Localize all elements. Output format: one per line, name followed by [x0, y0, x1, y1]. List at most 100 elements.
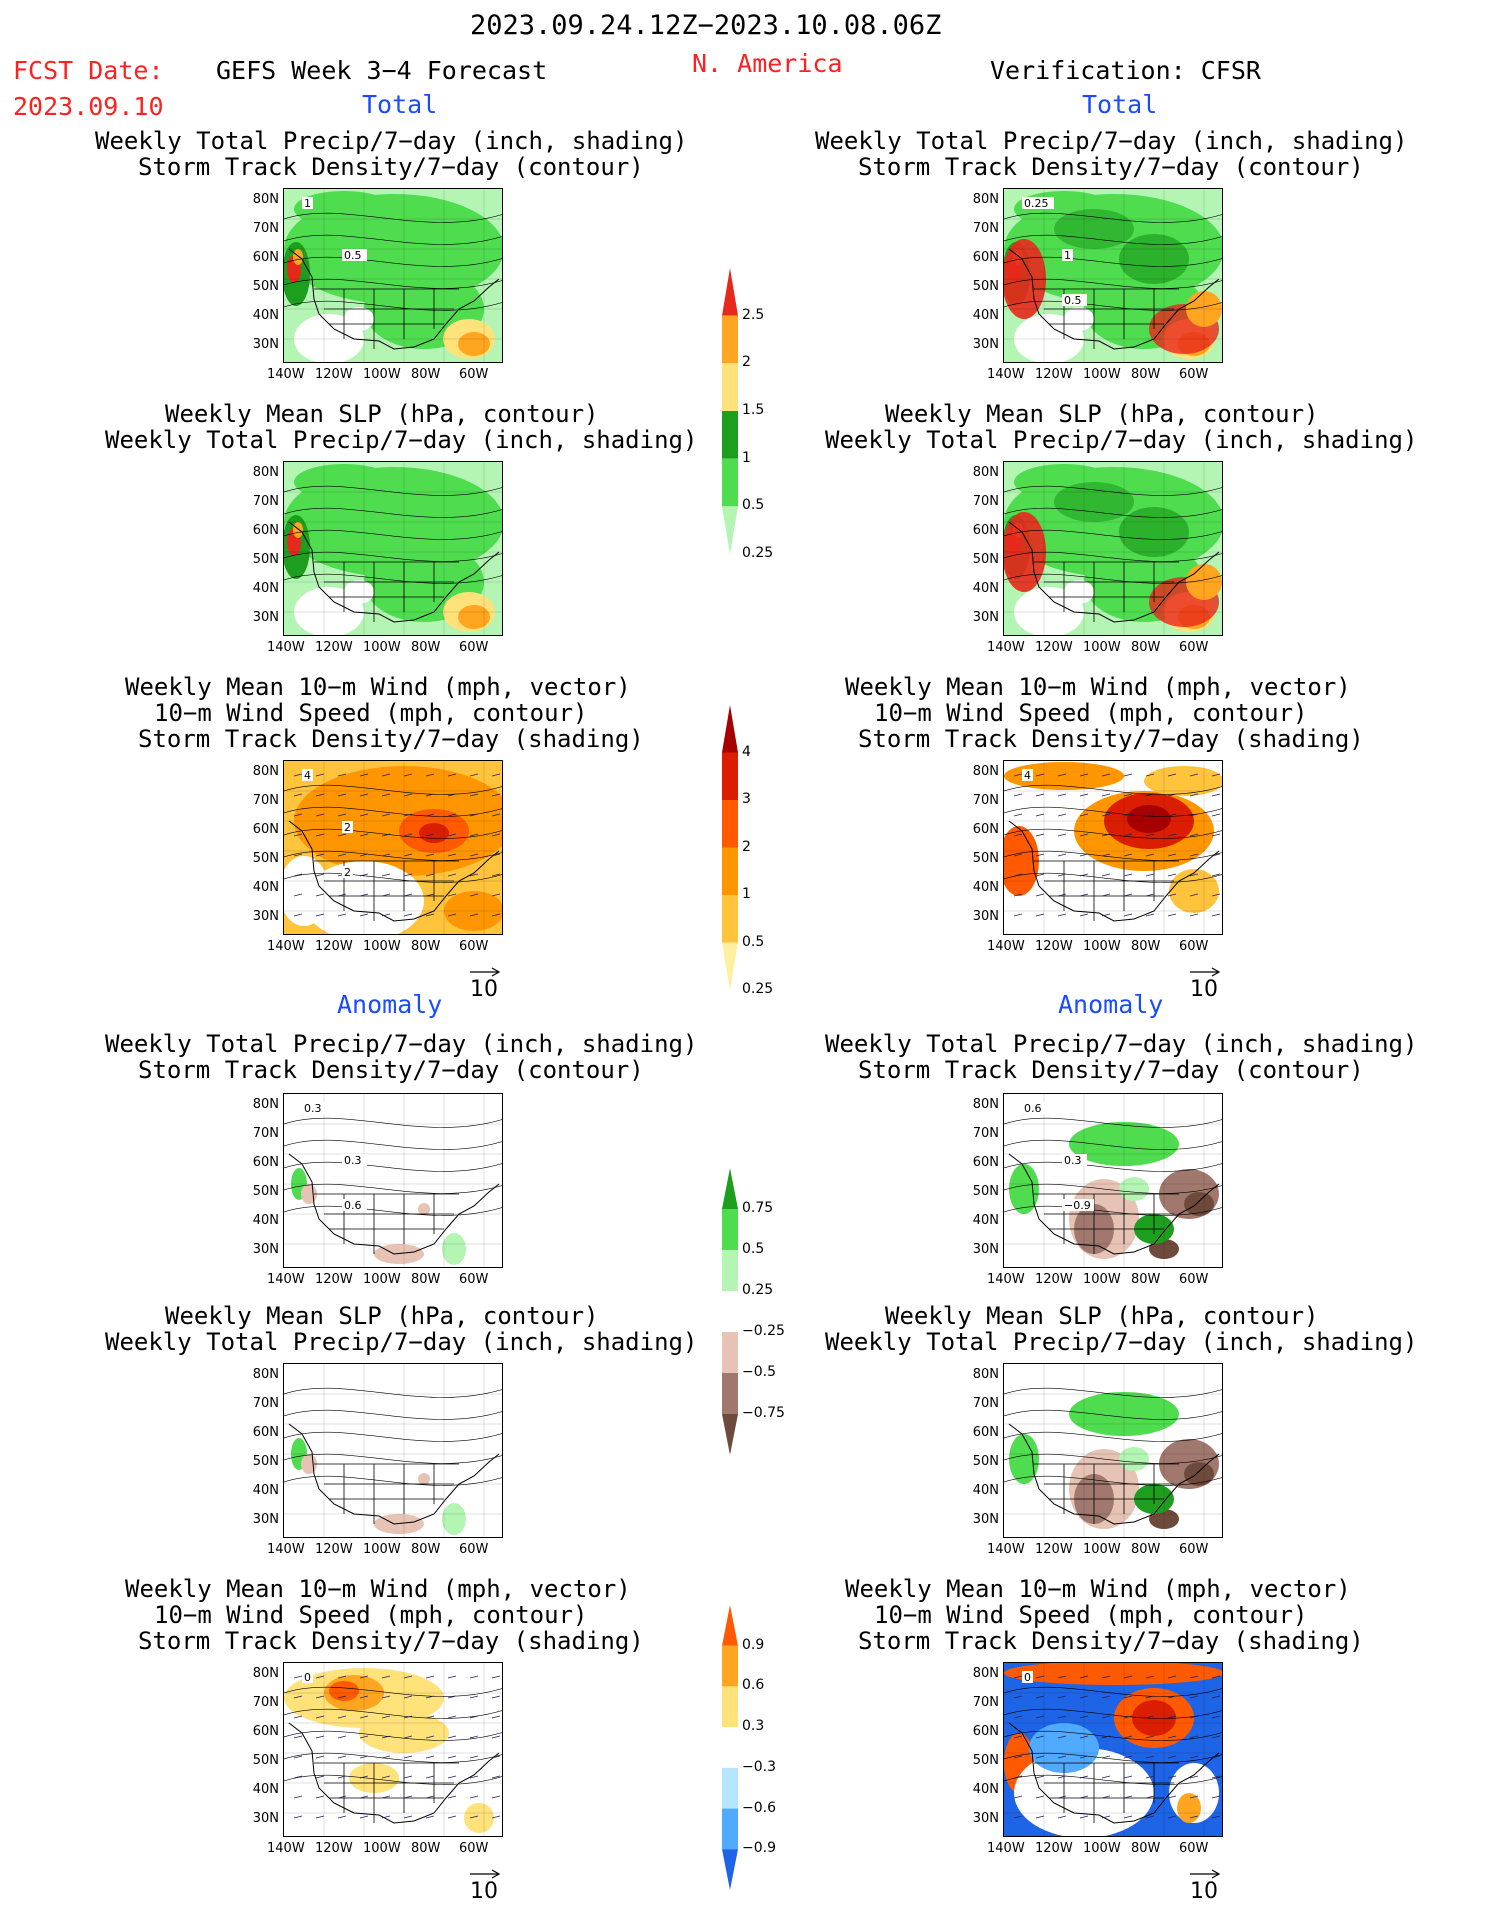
lon-label: 80W	[1131, 1272, 1161, 1287]
colorbar-track_anom-label: −0.3	[742, 1758, 776, 1775]
reference-vector-label: 10	[470, 1879, 498, 1904]
lat-label: 40N	[972, 581, 999, 596]
lat-label: 30N	[972, 610, 999, 625]
lon-label: 100W	[363, 640, 401, 655]
lon-label: 140W	[987, 1542, 1025, 1557]
colorbar-precip_total-label: 2	[742, 354, 751, 371]
lat-label: 50N	[972, 1184, 999, 1199]
lat-label: 40N	[252, 1483, 279, 1498]
lat-label: 40N	[252, 880, 279, 895]
lon-label: 140W	[267, 939, 305, 954]
colorbar-track_total-label: 4	[742, 743, 751, 760]
colorbar-precip_total-label: 0.25	[742, 545, 774, 561]
lon-label: 120W	[1035, 1272, 1073, 1287]
map-panel-l4: 0.3 0.3 0.6	[283, 1093, 503, 1268]
region-title: N. America	[692, 49, 843, 78]
section-anomaly-right: Anomaly	[1058, 990, 1164, 1019]
colorbar-precip_total-segment	[722, 411, 738, 459]
lat-label: 40N	[972, 308, 999, 323]
section-total-right: Total	[1082, 90, 1158, 119]
lon-label: 100W	[363, 1542, 401, 1557]
colorbar-precip_anom-segment	[722, 1373, 738, 1414]
lat-label: 50N	[252, 279, 279, 294]
lat-label: 80N	[972, 1666, 999, 1681]
contour-label: 2	[344, 866, 351, 879]
colorbar-track_anom-label: −0.9	[742, 1840, 776, 1857]
lon-label: 60W	[1179, 1272, 1209, 1287]
colorbar-track_anom-segment	[722, 1605, 738, 1646]
colorbar-track_total-segment	[722, 895, 738, 943]
lat-label: 60N	[972, 822, 999, 837]
colorbar-precip_anom-label: −0.75	[742, 1405, 785, 1421]
map-r4-field: 0.6 0.3 −0.9	[1004, 1094, 1222, 1267]
lat-label: 80N	[972, 1097, 999, 1112]
reference-vector-arrow	[470, 1869, 501, 1879]
colorbar-precip_anom-segment	[722, 1332, 738, 1373]
lon-label: 120W	[1035, 640, 1073, 655]
lon-label: 100W	[1083, 1841, 1121, 1856]
contour-label: −0.9	[1064, 1199, 1091, 1212]
map-l3-field: 4 2 2	[284, 761, 502, 934]
map-panel-r2	[1003, 461, 1223, 636]
lat-label: 40N	[972, 1213, 999, 1228]
contour-label: 0.5	[344, 249, 362, 262]
lat-label: 80N	[252, 192, 279, 207]
colorbar-precip_total-segment	[722, 315, 738, 364]
lon-label: 80W	[1131, 1841, 1161, 1856]
colorbar-track_anom-segment	[722, 1727, 738, 1768]
lon-label: 120W	[315, 640, 353, 655]
lon-label: 80W	[1131, 640, 1161, 655]
title-r1b: Storm Track Density/7−day (contour)	[858, 153, 1364, 181]
lon-label: 60W	[1179, 1542, 1209, 1557]
title-r6c: Storm Track Density/7−day (shading)	[858, 1627, 1364, 1655]
reference-vector-label: 10	[1190, 1879, 1218, 1904]
lon-label: 80W	[411, 1272, 441, 1287]
lon-label: 120W	[315, 1542, 353, 1557]
section-anomaly-left: Anomaly	[337, 990, 443, 1019]
lon-label: 140W	[987, 640, 1025, 655]
lon-label: 80W	[411, 939, 441, 954]
reference-vector-label: 10	[1190, 977, 1218, 1002]
lon-label: 100W	[1083, 939, 1121, 954]
colorbar-track_total-label: 3	[742, 791, 751, 807]
lon-label: 100W	[363, 1841, 401, 1856]
lat-label: 30N	[252, 1512, 279, 1527]
map-l5-field	[284, 1364, 502, 1537]
contour-label: 0.3	[1064, 1154, 1082, 1167]
contour-label: 0.25	[1024, 197, 1049, 210]
section-total-left: Total	[362, 90, 438, 119]
contour-label: 0	[304, 1671, 311, 1684]
contour-label: 0.5	[1064, 294, 1082, 307]
lon-label: 60W	[1179, 1841, 1209, 1856]
lat-label: 50N	[252, 552, 279, 567]
lon-label: 120W	[1035, 1841, 1073, 1856]
lon-label: 80W	[1131, 367, 1161, 382]
lat-label: 50N	[252, 851, 279, 866]
title-r5a: Weekly Mean SLP (hPa, contour)	[885, 1302, 1319, 1330]
map-l6-field: 0	[284, 1663, 502, 1836]
contour-label: 4	[304, 769, 311, 782]
colorbar-precip_total-segment	[722, 506, 738, 554]
map-r6-field: 0	[1004, 1663, 1222, 1836]
reference-vector-label: 10	[470, 977, 498, 1002]
title-r6b: 10−m Wind Speed (mph, contour)	[874, 1601, 1308, 1629]
lat-label: 40N	[252, 308, 279, 323]
colorbar-precip_total-label: 1.5	[742, 402, 765, 418]
lat-label: 80N	[252, 465, 279, 480]
colorbar-precip_anom-label: −0.5	[742, 1364, 776, 1380]
map-panel-l3: 4 2 2	[283, 760, 503, 935]
lon-label: 120W	[1035, 939, 1073, 954]
title-l6c: Storm Track Density/7−day (shading)	[138, 1627, 644, 1655]
lat-label: 30N	[252, 337, 279, 352]
lon-label: 100W	[1083, 1542, 1121, 1557]
lat-label: 60N	[252, 1724, 279, 1739]
lat-label: 60N	[252, 250, 279, 265]
colorbar-track_anom-label: 0.3	[742, 1718, 765, 1735]
contour-label: 2	[344, 821, 351, 834]
colorbar-precip_anom-segment	[722, 1250, 738, 1291]
title-l3a: Weekly Mean 10−m Wind (mph, vector)	[125, 673, 631, 701]
lat-label: 50N	[252, 1184, 279, 1199]
lat-label: 70N	[972, 793, 999, 808]
lon-label: 80W	[411, 367, 441, 382]
